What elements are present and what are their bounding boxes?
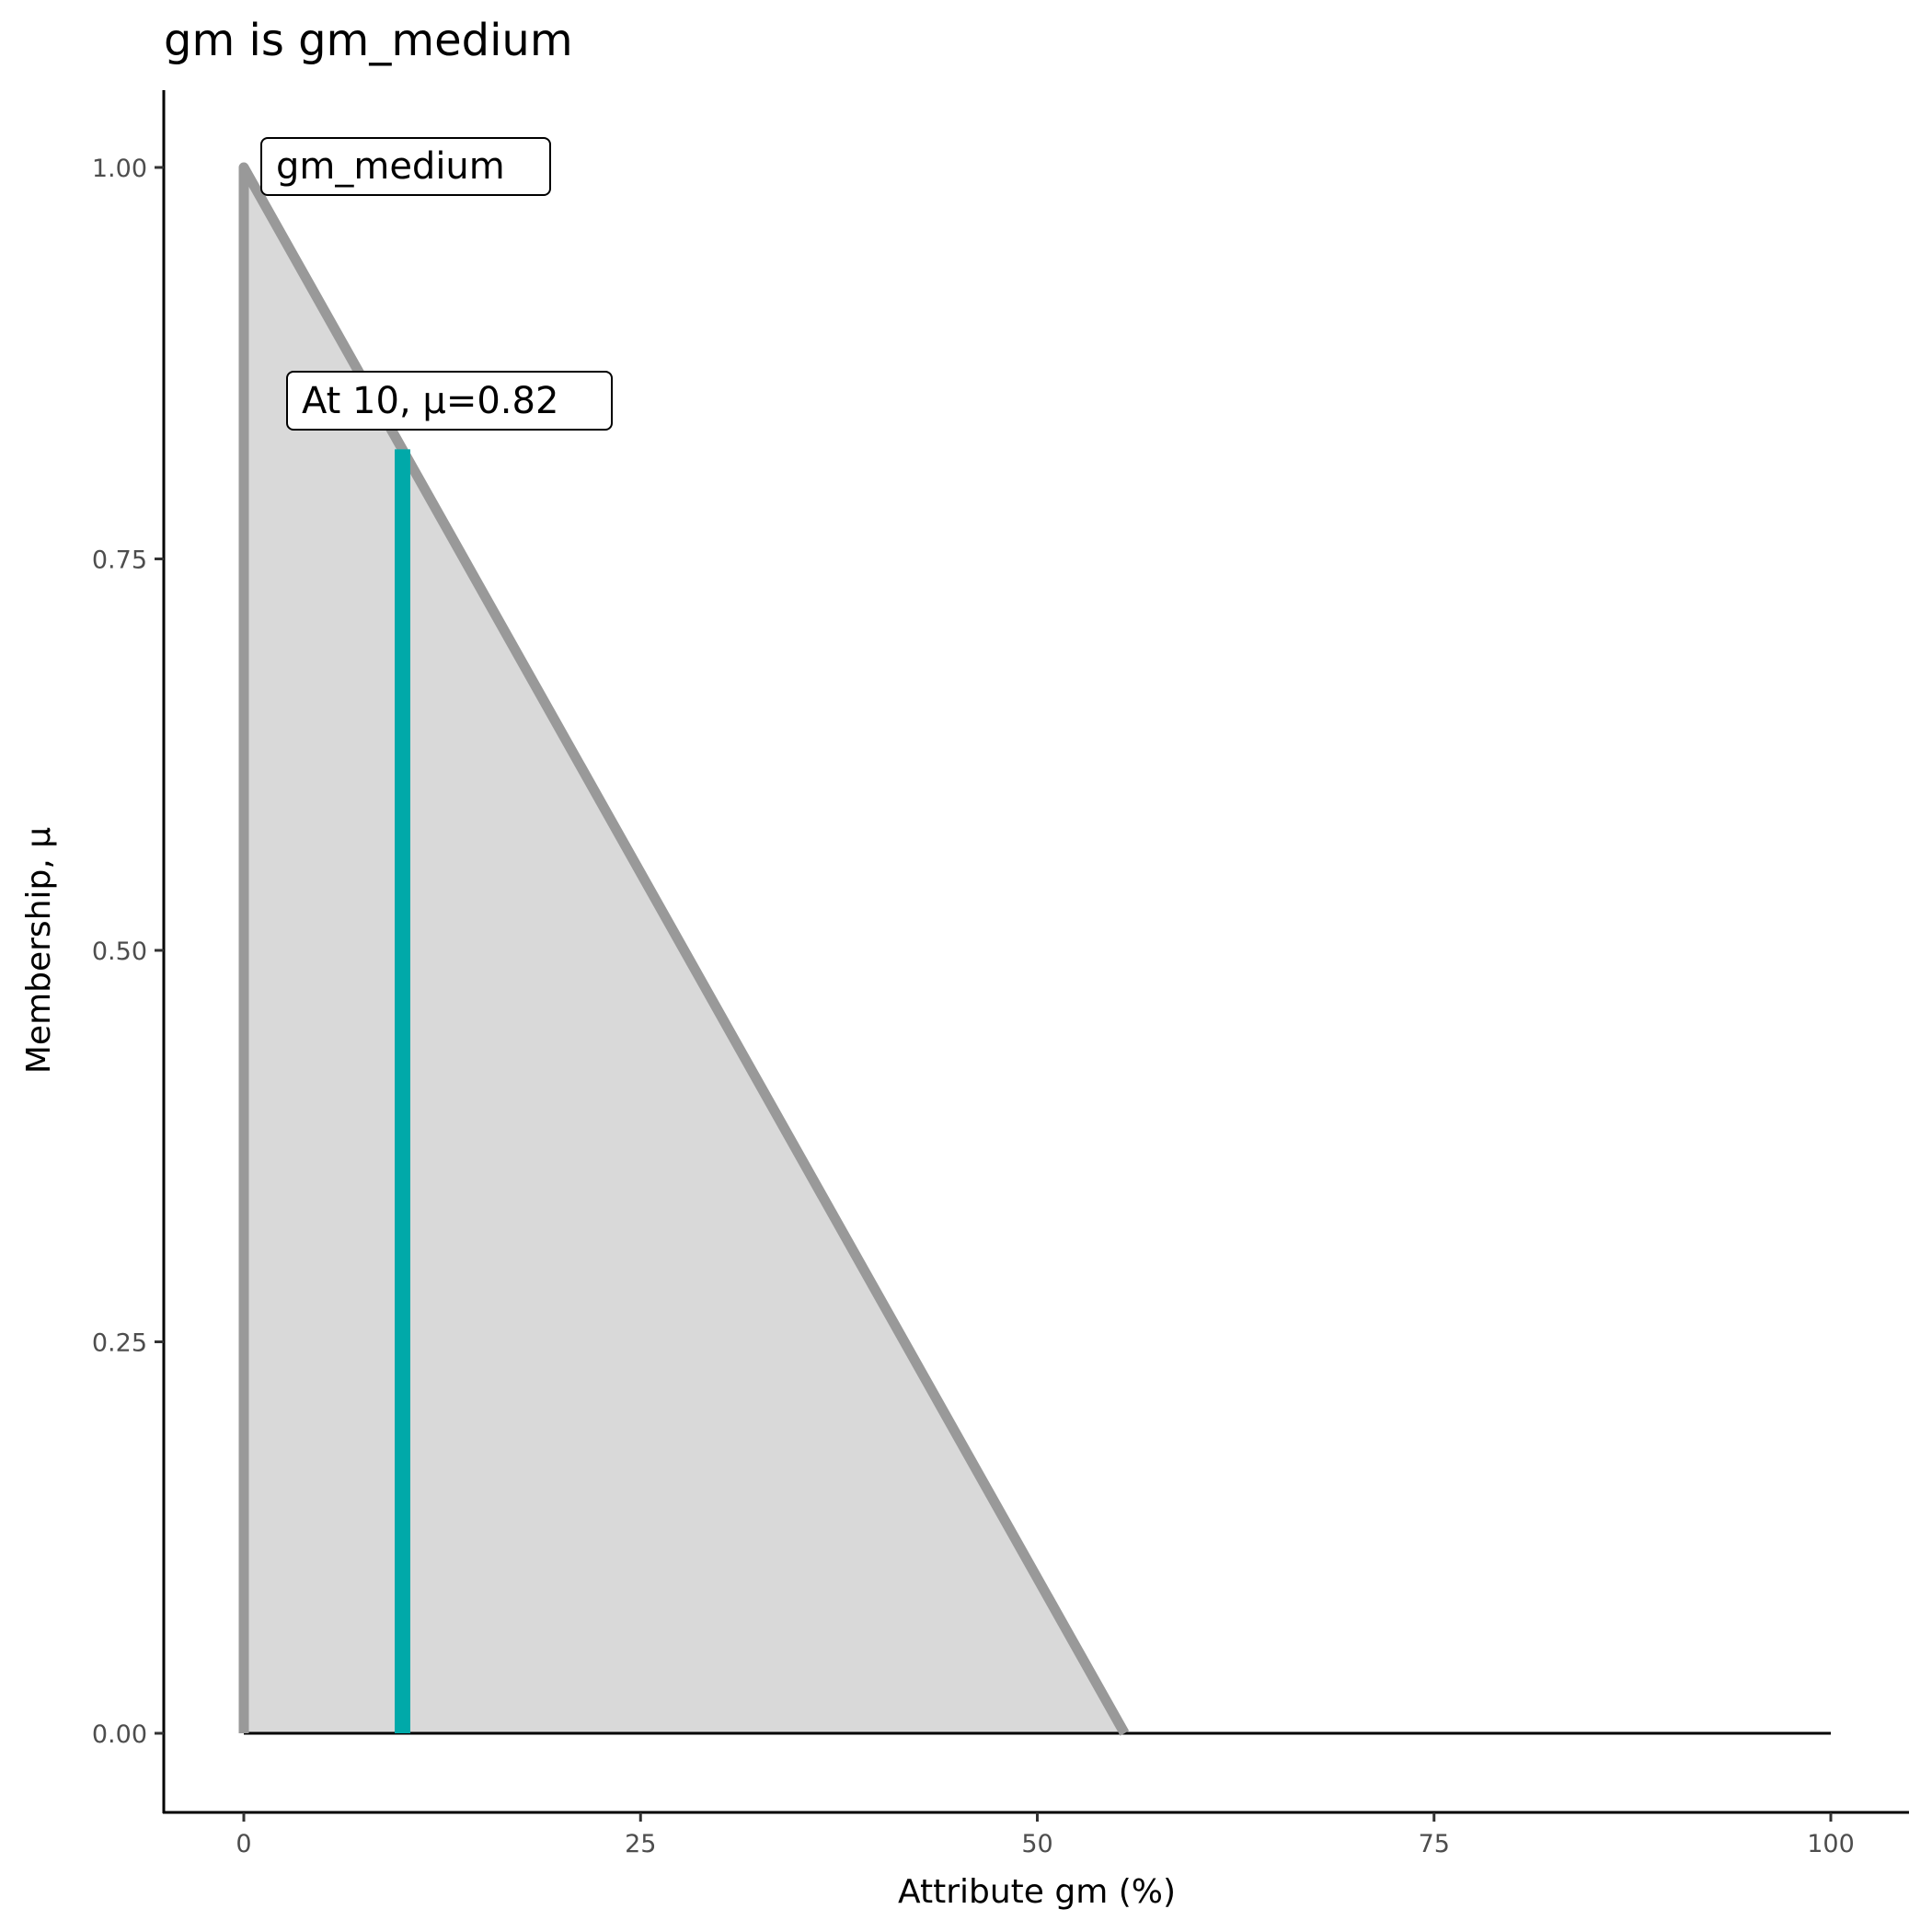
y-tick-label: 0.75 xyxy=(92,546,147,575)
x-tick-label: 100 xyxy=(1807,1830,1855,1858)
marker-label-box xyxy=(286,371,613,431)
x-axis-title: Attribute gm (%) xyxy=(898,1873,1176,1911)
y-axis-title: Membership, μ xyxy=(20,827,58,1074)
x-tick-label: 75 xyxy=(1419,1830,1450,1858)
y-tick-label: 0.50 xyxy=(92,937,147,966)
x-tick-label: 25 xyxy=(625,1830,656,1858)
x-tick-label: 50 xyxy=(1021,1830,1052,1858)
set-label: gm_medium xyxy=(276,145,505,188)
marker-label: At 10, μ=0.82 xyxy=(302,380,558,422)
set-label-box xyxy=(260,137,551,196)
y-tick-label: 1.00 xyxy=(92,155,147,183)
x-tick-label: 0 xyxy=(236,1830,251,1858)
y-tick-label: 0.25 xyxy=(92,1329,147,1358)
y-tick-label: 0.00 xyxy=(92,1720,147,1749)
membership-line xyxy=(238,162,1130,1736)
chart-title: gm is gm_medium xyxy=(164,15,573,66)
